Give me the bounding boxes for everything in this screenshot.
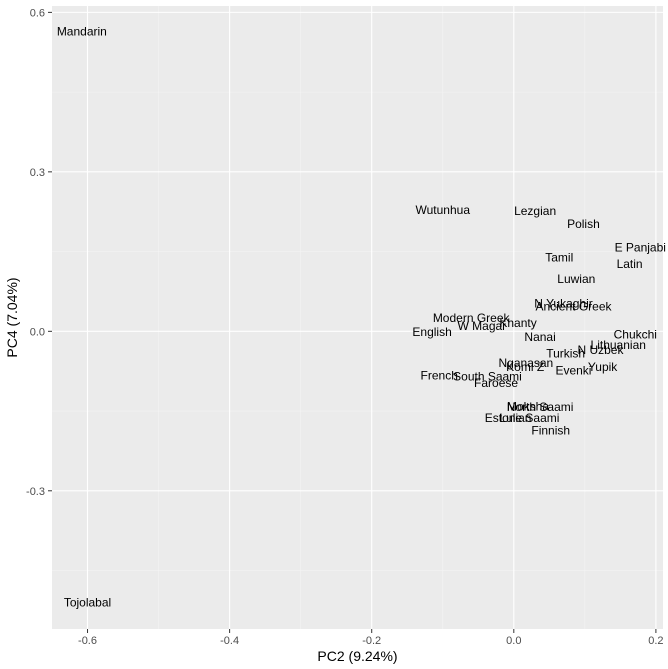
point-label-khanty: Khanty	[499, 316, 536, 330]
y-tick-label: -0.3	[26, 486, 45, 498]
point-label-lithuanian: Lithuanian	[591, 338, 646, 352]
point-label-french: French	[421, 368, 458, 382]
point-label-mandarin: Mandarin	[57, 25, 107, 39]
y-axis: -0.3 0.0 0.3 0.6	[26, 7, 52, 498]
point-label-nganasan: Nganasan	[499, 356, 554, 370]
point-label-yupik: Yupik	[588, 360, 618, 374]
point-label-luwian: Luwian	[557, 272, 595, 286]
plot-panel	[52, 6, 663, 629]
point-label-faroese: Faroese	[474, 376, 518, 390]
point-label-finnish: Finnish	[531, 424, 570, 438]
y-tick-label: 0.3	[30, 167, 45, 179]
point-label-turkish: Turkish	[546, 347, 585, 361]
point-label-wutunhua: Wutunhua	[416, 203, 471, 217]
y-tick-label: 0.6	[30, 7, 45, 19]
point-label-komi-z: Komi Z	[506, 360, 544, 374]
y-tick-label: 0.0	[30, 326, 45, 338]
x-axis: -0.6 -0.4 -0.2 0.0 0.2	[78, 629, 664, 647]
point-label-w-magar: W Magar	[457, 319, 506, 333]
point-label-e-panjabi: E Panjabi	[615, 240, 666, 254]
x-tick-label: 0.0	[506, 635, 521, 647]
x-axis-title: PC2 (9.24%)	[317, 648, 397, 664]
point-label-lezgian: Lezgian	[514, 204, 556, 218]
y-axis-title: PC4 (7.04%)	[4, 277, 20, 357]
point-label-north-saami: North Saami	[507, 400, 574, 414]
point-label-n-yukaghir: N Yukaghir	[534, 297, 592, 311]
point-label-nanai: Nanai	[524, 330, 555, 344]
point-label-tamil: Tamil	[545, 250, 573, 264]
x-tick-label: -0.6	[78, 635, 97, 647]
point-label-estonian: Estonian	[485, 411, 532, 425]
point-label-polish: Polish	[567, 217, 600, 231]
point-label-chukchi: Chukchi	[614, 328, 657, 342]
point-label-moksha: Moksha	[507, 399, 549, 413]
major-gridlines	[52, 6, 663, 629]
point-label-tojolabal: Tojolabal	[64, 595, 111, 609]
point-label-lule-saami: Lule Saami	[499, 411, 559, 425]
x-tick-label: 0.2	[648, 635, 663, 647]
point-label-n-uzbek: N Uzbek	[577, 343, 624, 357]
point-label-modern-greek: Modern Greek	[433, 311, 511, 325]
point-label-south-saami: South Saami	[453, 370, 522, 384]
point-label-english: English	[412, 325, 451, 339]
x-tick-label: -0.4	[220, 635, 239, 647]
x-tick-label: -0.2	[362, 635, 381, 647]
point-labels: Mandarin Tojolabal Wutunhua Lezgian Polish E …	[57, 25, 666, 610]
point-label-ancient-greek: Ancient Greek	[535, 299, 612, 313]
minor-gridlines	[52, 6, 663, 629]
point-label-latin: Latin	[617, 257, 643, 271]
point-label-evenki: Evenki	[555, 364, 591, 378]
